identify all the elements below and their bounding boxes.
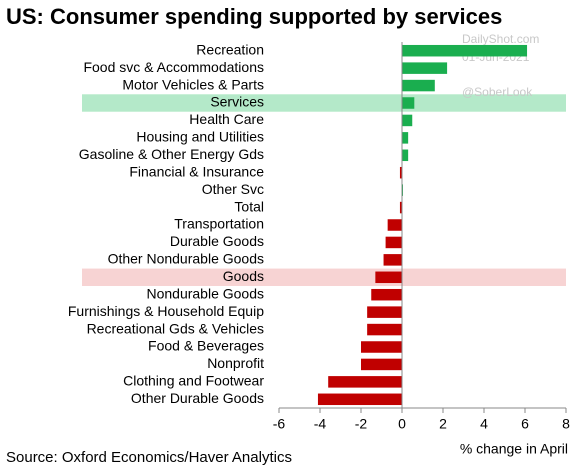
bar <box>399 166 402 179</box>
y-tick-label: Gasoline & Other Energy Gds <box>79 146 264 162</box>
chart-title: US: Consumer spending supported by servi… <box>6 4 502 29</box>
bar <box>383 254 402 266</box>
y-tick-label: Recreational Gds & Vehicles <box>87 320 264 336</box>
bar <box>402 114 413 127</box>
y-tick-label: Durable Goods <box>170 233 264 249</box>
x-tick-label: 6 <box>521 416 529 432</box>
y-tick-label: Furnishings & Household Equip <box>68 303 264 319</box>
watermark: @SoberLook <box>462 85 533 99</box>
highlight-band <box>82 268 566 286</box>
y-tick-label: Food & Beverages <box>148 338 264 354</box>
y-tick-label: Other Durable Goods <box>131 390 264 406</box>
x-tick-label: 8 <box>562 416 570 432</box>
x-tick-label: 0 <box>398 416 406 432</box>
y-tick-label: Clothing and Footwear <box>123 373 264 389</box>
bar <box>385 236 402 249</box>
x-tick-label: -2 <box>355 416 368 432</box>
y-tick-label: Health Care <box>189 111 264 127</box>
bar <box>402 44 528 57</box>
watermark: DailyShot.com <box>462 32 539 46</box>
bar <box>367 306 402 318</box>
y-tick-label: Food svc & Accommodations <box>83 59 264 75</box>
bar <box>399 201 402 214</box>
highlight-band <box>82 94 566 112</box>
bar <box>402 132 409 144</box>
y-tick-label: Other Nondurable Goods <box>108 251 264 267</box>
source: Source: Oxford Economics/Haver Analytics <box>6 449 292 466</box>
bar <box>371 288 402 301</box>
x-axis-label: % change in April <box>460 441 568 457</box>
bar <box>367 323 402 336</box>
bar <box>328 376 402 388</box>
bar <box>317 393 402 406</box>
y-tick-label: Goods <box>223 268 264 284</box>
y-tick-label: Financial & Insurance <box>129 163 264 179</box>
bar <box>402 149 409 162</box>
bar <box>402 97 415 109</box>
y-tick-label: Nondurable Goods <box>146 285 264 301</box>
y-tick-label: Housing and Utilities <box>136 129 264 145</box>
y-tick-label: Total <box>234 198 264 214</box>
x-tick-label: -4 <box>314 416 327 432</box>
bar <box>402 62 448 74</box>
bar <box>375 271 402 284</box>
bar <box>387 219 402 231</box>
bar <box>402 79 435 92</box>
y-tick-label: Nonprofit <box>207 355 264 371</box>
y-tick-label: Transportation <box>174 216 264 232</box>
x-tick-label: 2 <box>439 416 447 432</box>
x-tick-label: -6 <box>273 416 286 432</box>
y-tick-label: Services <box>210 94 264 110</box>
y-tick-label: Other Svc <box>202 181 264 197</box>
x-tick-label: 4 <box>480 416 488 432</box>
bar <box>361 358 402 371</box>
bar <box>361 341 402 353</box>
y-tick-label: Recreation <box>196 41 264 57</box>
y-tick-label: Motor Vehicles & Parts <box>122 76 264 92</box>
